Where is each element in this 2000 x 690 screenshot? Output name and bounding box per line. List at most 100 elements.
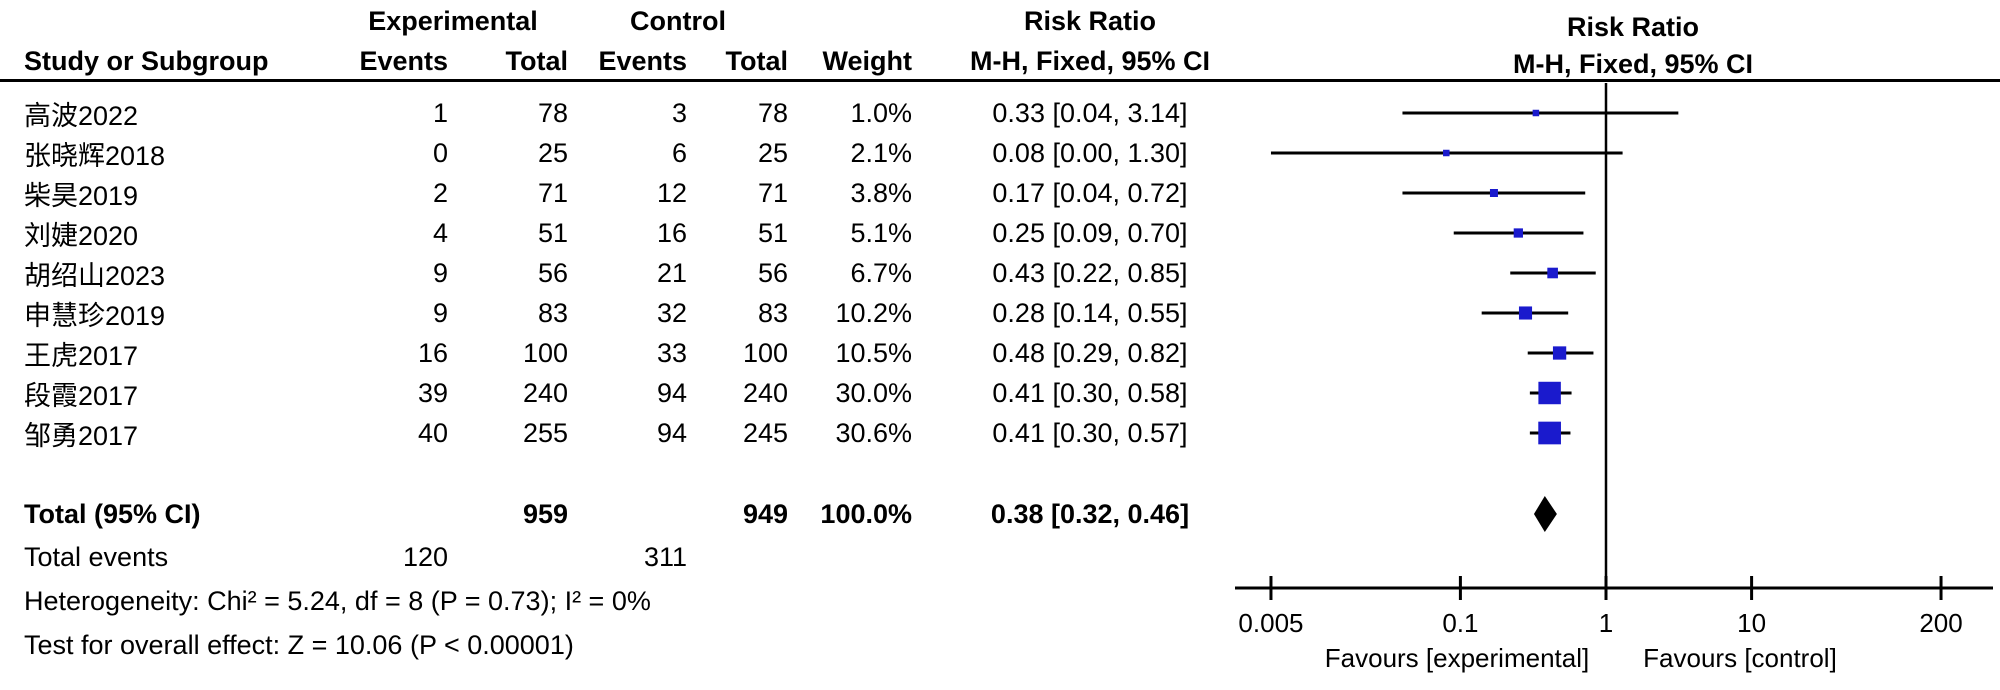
control-total-header: Total: [725, 45, 789, 76]
experimental-events-value: 16: [417, 337, 448, 368]
experimental-total-header: Total: [505, 45, 569, 76]
experimental-total-value: 240: [522, 377, 568, 408]
experimental-events-value: 9: [432, 257, 448, 288]
study-name: 柴昊2019: [24, 180, 139, 211]
effect-square: [1538, 381, 1561, 405]
experimental-events-value: 1: [432, 97, 448, 128]
x-tick-label: 200: [1919, 608, 1962, 638]
favours-experimental-label: Favours [experimental]: [1325, 643, 1589, 673]
total-row-label: Total (95% CI): [24, 498, 201, 529]
study-weight-value: 30.0%: [835, 377, 912, 408]
study-name: 申慧珍2019: [24, 300, 166, 331]
plot-effect-subtitle: M-H, Fixed, 95% CI: [1513, 49, 1753, 79]
study-ci-text: 0.17 [0.04, 0.72]: [992, 177, 1188, 208]
experimental-events-header: Events: [359, 45, 448, 76]
control-total-value: 71: [757, 177, 788, 208]
study-weight-value: 2.1%: [850, 137, 912, 168]
control-events-header: Events: [598, 45, 687, 76]
header-divider-line: [0, 79, 2000, 82]
plot-effect-title: Risk Ratio: [1567, 12, 1699, 42]
study-column-header: Study or Subgroup: [24, 45, 269, 76]
study-ci-text: 0.25 [0.09, 0.70]: [992, 217, 1188, 248]
study-weight-value: 1.0%: [850, 97, 912, 128]
study-weight-value: 10.5%: [835, 337, 912, 368]
x-tick-label: 0.1: [1442, 608, 1478, 638]
control-total-value: 25: [757, 137, 788, 168]
total-events-experimental: 120: [402, 541, 448, 572]
study-ci-text: 0.41 [0.30, 0.57]: [992, 417, 1188, 448]
experimental-events-value: 0: [432, 137, 448, 168]
control-events-value: 94: [656, 377, 687, 408]
control-events-value: 21: [656, 257, 687, 288]
experimental-events-value: 9: [432, 297, 448, 328]
experimental-events-value: 40: [417, 417, 448, 448]
control-events-value: 16: [656, 217, 687, 248]
favours-control-label: Favours [control]: [1643, 643, 1837, 673]
effect-square: [1513, 228, 1523, 238]
control-total-value: 83: [757, 297, 788, 328]
control-total-value: 56: [757, 257, 788, 288]
study-ci-text: 0.33 [0.04, 3.14]: [992, 97, 1188, 128]
effect-square: [1538, 421, 1561, 445]
x-tick-label: 10: [1737, 608, 1766, 638]
control-events-value: 33: [656, 337, 687, 368]
experimental-total-value: 255: [522, 417, 568, 448]
study-name: 高波2022: [24, 100, 139, 131]
study-weight-value: 6.7%: [850, 257, 912, 288]
total-diamond: [1533, 496, 1557, 532]
weight-column-header: Weight: [822, 45, 913, 76]
experimental-events-value: 39: [417, 377, 448, 408]
total-control-total: 949: [742, 498, 788, 529]
experimental-total-value: 100: [522, 337, 568, 368]
control-group-header: Control: [630, 5, 726, 36]
study-name: 刘婕2020: [24, 220, 139, 251]
experimental-total-value: 83: [537, 297, 568, 328]
study-weight-value: 10.2%: [835, 297, 912, 328]
control-total-value: 245: [742, 417, 788, 448]
study-ci-text: 0.43 [0.22, 0.85]: [992, 257, 1188, 288]
study-weight-value: 30.6%: [835, 417, 912, 448]
experimental-events-value: 4: [432, 217, 448, 248]
summary-table: Experimental Control Risk Ratio Study or…: [24, 5, 1210, 660]
experimental-total-value: 51: [537, 217, 568, 248]
effect-square: [1443, 149, 1450, 157]
overall-effect-text: Test for overall effect: Z = 10.06 (P < …: [24, 629, 574, 660]
study-name: 邹勇2017: [24, 420, 139, 451]
effect-square: [1552, 346, 1567, 360]
control-events-value: 32: [656, 297, 687, 328]
experimental-total-value: 78: [537, 97, 568, 128]
control-events-value: 12: [656, 177, 687, 208]
study-ci-text: 0.28 [0.14, 0.55]: [992, 297, 1188, 328]
effect-title-header: Risk Ratio: [1023, 5, 1157, 36]
experimental-total-value: 56: [537, 257, 568, 288]
control-events-value: 3: [671, 97, 687, 128]
study-name: 段霞2017: [24, 380, 139, 411]
study-ci-text: 0.41 [0.30, 0.58]: [992, 377, 1188, 408]
study-weight-value: 5.1%: [850, 217, 912, 248]
study-weight-value: 3.8%: [850, 177, 912, 208]
total-weight: 100.0%: [820, 498, 912, 529]
control-total-value: 78: [757, 97, 788, 128]
experimental-group-header: Experimental: [368, 5, 538, 36]
study-ci-text: 0.08 [0.00, 1.30]: [992, 137, 1188, 168]
study-name: 王虎2017: [24, 340, 139, 371]
forest-plot-panel: Risk Ratio M-H, Fixed, 95% CI 0.005 0.1 1 10 2…: [1235, 12, 1993, 673]
x-tick-label: 0.005: [1238, 608, 1303, 638]
total-events-control: 311: [643, 541, 687, 572]
effect-square: [1518, 306, 1533, 320]
study-name: 张晓辉2018: [24, 140, 166, 171]
study-name: 胡绍山2023: [24, 260, 166, 291]
control-total-value: 100: [742, 337, 788, 368]
total-events-label: Total events: [24, 541, 169, 572]
control-total-value: 240: [742, 377, 788, 408]
x-tick-label: 1: [1599, 608, 1613, 638]
experimental-total-value: 71: [537, 177, 568, 208]
control-events-value: 94: [656, 417, 687, 448]
control-total-value: 51: [757, 217, 788, 248]
effect-square: [1547, 267, 1558, 279]
effect-square: [1532, 109, 1540, 117]
effect-square: [1489, 189, 1498, 197]
total-experimental-total: 959: [522, 498, 568, 529]
heterogeneity-text: Heterogeneity: Chi² = 5.24, df = 8 (P = …: [24, 585, 651, 616]
